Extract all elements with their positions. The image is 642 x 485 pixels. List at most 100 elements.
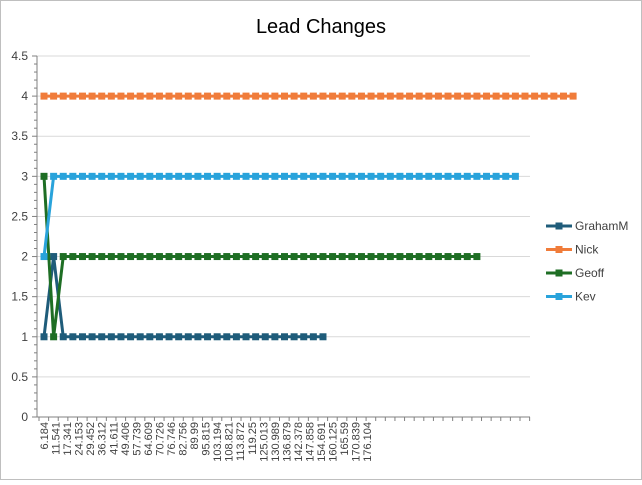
- legend-marker: [555, 269, 563, 277]
- data-point: [78, 172, 86, 180]
- data-point: [329, 172, 337, 180]
- data-point: [204, 92, 212, 100]
- data-point: [357, 92, 365, 100]
- series-grahamm: [40, 253, 327, 341]
- data-point: [88, 253, 96, 261]
- data-point: [454, 172, 462, 180]
- y-tick-label: 2.5: [11, 209, 28, 223]
- data-point: [434, 172, 442, 180]
- data-point: [50, 172, 58, 180]
- data-point: [415, 172, 423, 180]
- x-tick-label: 125.013: [258, 422, 270, 462]
- data-point: [98, 333, 106, 341]
- data-point: [213, 92, 221, 100]
- data-point: [319, 92, 327, 100]
- data-point: [223, 333, 231, 341]
- data-point: [386, 253, 394, 261]
- x-tick-label: 24.153: [74, 422, 86, 456]
- data-point: [454, 253, 462, 261]
- legend: GrahamM Nick Geoff Kev: [546, 219, 628, 304]
- data-point: [175, 172, 183, 180]
- data-point: [204, 172, 212, 180]
- legend-label: Geoff: [575, 266, 605, 280]
- data-point: [213, 333, 221, 341]
- legend-item: Nick: [546, 243, 599, 257]
- data-point: [511, 92, 519, 100]
- data-point: [415, 92, 423, 100]
- data-point: [261, 333, 269, 341]
- data-point: [107, 92, 115, 100]
- data-point: [242, 92, 250, 100]
- x-tick-label: 64.609: [143, 422, 155, 456]
- data-point: [40, 172, 48, 180]
- data-point: [521, 92, 529, 100]
- data-point: [136, 333, 144, 341]
- data-point: [69, 172, 77, 180]
- chart-title: Lead Changes: [256, 16, 386, 38]
- data-point: [396, 172, 404, 180]
- data-point: [300, 172, 308, 180]
- data-point: [511, 172, 519, 180]
- data-point: [348, 92, 356, 100]
- y-tick-label: 2: [21, 250, 28, 264]
- data-point: [300, 92, 308, 100]
- data-point: [59, 172, 67, 180]
- y-axis: 0 0.5 1 1.5 2 2.5 3 3.5 4 4.5: [11, 49, 38, 424]
- data-point: [473, 92, 481, 100]
- series-nick: [40, 92, 577, 100]
- data-point: [425, 253, 433, 261]
- data-point: [434, 253, 442, 261]
- data-point: [232, 333, 240, 341]
- data-point: [78, 333, 86, 341]
- data-point: [309, 333, 317, 341]
- data-point: [281, 172, 288, 180]
- data-point: [146, 333, 154, 341]
- data-point: [367, 253, 375, 261]
- data-point: [155, 333, 163, 341]
- data-point: [175, 92, 183, 100]
- data-point: [357, 172, 365, 180]
- x-tick-label: 17.341: [62, 422, 74, 456]
- data-point: [213, 172, 221, 180]
- legend-marker: [555, 222, 563, 230]
- data-point: [559, 92, 567, 100]
- data-point: [117, 253, 125, 261]
- data-point: [40, 92, 48, 100]
- x-tick-label: 76.746: [166, 422, 178, 456]
- x-tick-label: 89.99: [189, 422, 201, 450]
- data-point: [59, 92, 67, 100]
- data-point: [242, 253, 250, 261]
- data-point: [396, 253, 404, 261]
- data-point: [271, 333, 279, 341]
- data-point: [107, 253, 115, 261]
- data-point: [136, 92, 144, 100]
- x-tick-label: 136.879: [281, 422, 293, 462]
- data-point: [117, 172, 125, 180]
- data-point: [194, 172, 202, 180]
- data-point: [271, 253, 279, 261]
- data-point: [242, 172, 250, 180]
- data-point: [425, 92, 433, 100]
- legend-label: Kev: [575, 290, 596, 304]
- data-point: [540, 92, 548, 100]
- data-point: [483, 92, 491, 100]
- data-point: [290, 253, 298, 261]
- y-tick-label: 3.5: [11, 129, 28, 143]
- data-point: [454, 92, 462, 100]
- x-tick-label: 170.839: [351, 422, 363, 462]
- x-tick-label: 6.184: [39, 422, 51, 450]
- data-point: [165, 333, 173, 341]
- data-point: [232, 253, 240, 261]
- data-point: [502, 172, 510, 180]
- data-point: [117, 333, 125, 341]
- data-point: [386, 172, 394, 180]
- data-point: [107, 172, 115, 180]
- data-point: [300, 253, 308, 261]
- data-point: [252, 172, 260, 180]
- data-point: [69, 253, 77, 261]
- x-axis: 6.184 11.541 17.341 24.153 29.452 36.312 41.61…: [38, 417, 531, 462]
- data-point: [357, 253, 365, 261]
- x-tick-label: 57.739: [131, 422, 143, 456]
